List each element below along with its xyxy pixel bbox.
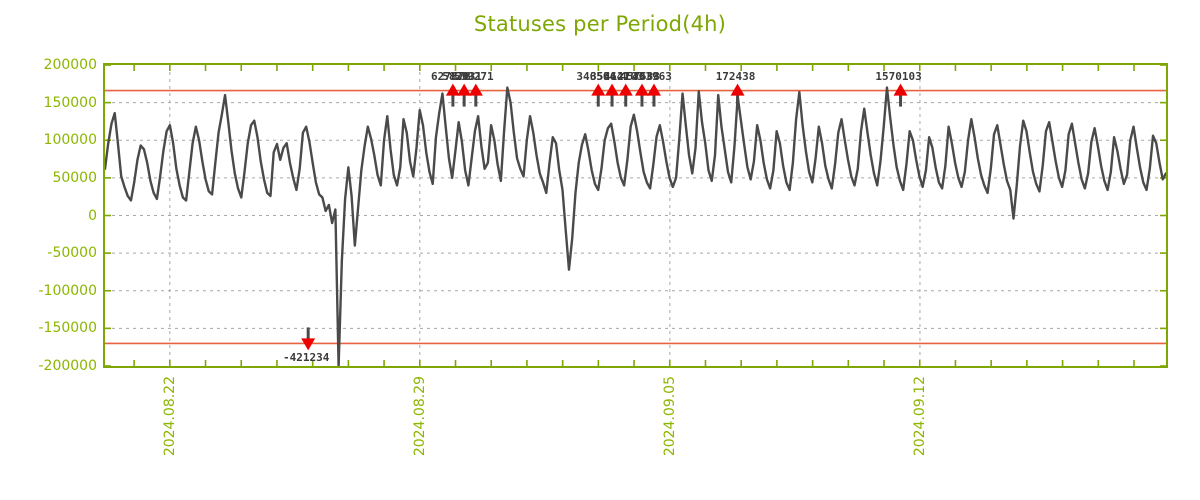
annotation-marker[interactable] (646, 83, 661, 107)
plot-canvas (105, 65, 1166, 366)
annotation-marker[interactable] (301, 327, 316, 351)
annotation-marker[interactable] (893, 83, 908, 107)
y-axis-tick-labels: 200000 150000 100000 50000 0 -50000 -100000 -15… (0, 57, 98, 374)
y-tick-label: 150000 (43, 94, 97, 111)
annotation-marker[interactable] (445, 83, 460, 107)
annotation-value-label: 582031 (442, 69, 483, 83)
y-tick-label: 50000 (52, 169, 97, 186)
x-axis-ticks (133, 65, 1135, 366)
plot-area (103, 63, 1168, 368)
annotation-marker[interactable] (730, 83, 745, 107)
x-tick-label: 2024.08.29 (411, 376, 428, 457)
y-tick-label: 0 (88, 207, 97, 224)
x-tick-label: 2024.09.12 (911, 376, 928, 457)
chart-title: Statuses per Period(4h) (473, 12, 727, 36)
annotation-value-label: 1570103 (875, 69, 922, 83)
y-tick-label: 100000 (43, 132, 97, 149)
x-tick-label: 2024.09.05 (661, 376, 678, 457)
annotation-value-label: 403963 (632, 69, 672, 83)
annotation-value-label: 627878 (431, 69, 471, 83)
annotation-value-label: -421234 (282, 351, 330, 365)
y-tick-label: -50000 (47, 245, 97, 262)
annotation-value-label: 346504 (576, 69, 617, 83)
annotation-marker[interactable] (591, 83, 606, 107)
annotation-value-label: 539271 (453, 69, 494, 83)
x-axis-tick-labels: 2024.08.22 2024.08.29 2024.09.05 2024.09.12 (0, 376, 1200, 496)
y-tick-label: -150000 (38, 320, 98, 337)
y-tick-label: -100000 (38, 282, 98, 299)
annotation-value-label: 457588 (620, 69, 660, 83)
annotation-value-label: 355641 (590, 69, 630, 83)
x-tick-label: 2024.08.22 (161, 376, 178, 457)
y-tick-label: -200000 (38, 358, 98, 374)
annotation-markers[interactable] (301, 83, 908, 351)
threshold-lines (105, 89, 1166, 345)
annotation-marker[interactable] (634, 83, 649, 107)
annotation-marker[interactable] (468, 83, 483, 107)
annotation-marker[interactable] (457, 83, 472, 107)
annotation-value-label: 172438 (715, 69, 756, 83)
annotation-value-label: 412103 (603, 69, 644, 83)
annotation-marker[interactable] (605, 83, 620, 107)
annotation-marker[interactable] (618, 83, 633, 107)
data-series-line (105, 86, 1166, 366)
y-tick-label: 200000 (43, 57, 97, 73)
